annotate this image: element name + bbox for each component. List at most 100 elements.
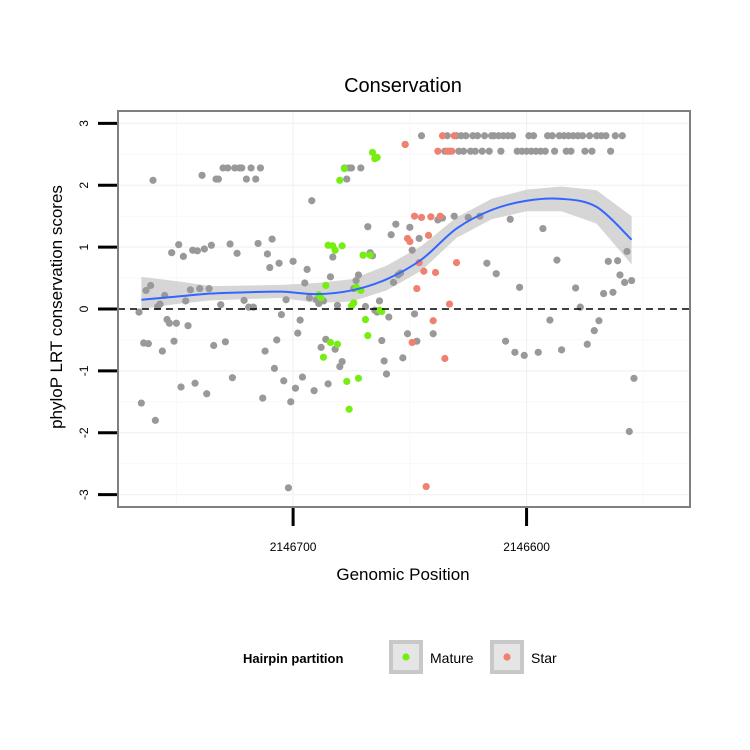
point-other [417,132,426,140]
point-star [431,268,440,277]
point-other [614,257,622,265]
point-other [144,340,152,348]
point-other [193,247,201,255]
point-other [191,379,199,387]
point-other [385,313,393,321]
point-other [175,241,183,249]
point-other [541,147,549,155]
point-other [217,301,225,309]
x-tick-label: 2146600 [503,540,550,554]
point-other [583,340,591,348]
point-other [520,351,528,360]
point-star [406,237,414,246]
point-other [625,427,633,436]
point-other [586,132,594,140]
point-other [338,357,346,366]
point-other [151,416,159,424]
point-other [389,278,398,286]
point-other [471,147,479,155]
point-other [310,387,318,395]
point-other [277,310,286,319]
point-other [406,223,414,231]
point-mature [373,153,381,162]
point-other [224,164,232,172]
y-tick-label: -2 [77,427,91,438]
chart-title: Conservation [344,75,462,97]
point-other [196,284,204,293]
legend-item-star: Star [490,640,557,674]
point-other [210,341,218,350]
point-other [256,164,265,172]
point-other [294,329,302,337]
point-other [529,132,538,140]
point-star [410,212,419,220]
point-other [497,147,505,155]
point-other [546,316,554,324]
x-axis: 2146700 2146600 [270,508,550,554]
legend-label-star: Star [531,650,557,666]
x-axis-label: Genomic Position [336,565,469,584]
point-mature [354,374,363,382]
point-other [135,308,143,316]
point-other [273,336,281,344]
legend-item-mature: Mature [389,640,474,674]
point-other [588,147,596,155]
point-other [557,346,566,354]
point-star [438,132,447,140]
point-other [184,322,192,330]
point-other [221,338,229,346]
point-other [462,132,470,140]
point-other [343,175,351,183]
point-other [616,271,624,279]
point-mature [343,377,351,385]
smooth-confidence-band [141,186,632,309]
confidence-band [141,186,632,309]
y-tick-label: 1 [77,243,91,250]
point-mature [366,251,374,259]
point-other [200,245,208,253]
point-mature [345,405,353,413]
point-mature [322,281,330,290]
point-mature [319,353,328,361]
point-other [550,147,559,155]
point-other [621,278,629,286]
point-other [282,296,290,304]
y-tick-label: -1 [77,365,91,376]
point-other [242,175,251,183]
point-other [205,284,213,293]
point-other [581,147,589,155]
y-axis-label: phyloP LRT conservation scores [47,185,66,429]
point-other [289,257,297,265]
point-other [380,357,388,365]
smooth-trend [141,197,633,301]
point-other [158,347,166,355]
point-other [261,347,269,355]
point-other [228,374,236,382]
point-other [501,337,510,345]
y-tick-label: -3 [77,489,91,500]
point-other [539,224,547,233]
point-mature [350,299,358,307]
point-mature [368,148,377,157]
point-other [259,394,267,402]
point-other [275,259,283,267]
legend-swatch-star [503,653,511,661]
point-other [298,373,307,381]
point-other [492,270,500,278]
point-other [572,284,580,292]
point-other [147,281,155,290]
point-mature [333,340,342,348]
y-tick-label: 3 [77,120,91,127]
point-other [170,337,178,345]
point-other [268,235,276,243]
legend-swatch-mature [402,653,410,661]
point-other [214,175,222,183]
y-tick-label: 0 [77,305,91,312]
point-other [333,301,342,309]
point-other [354,271,363,279]
point-other [308,197,316,205]
plot-border [117,110,691,508]
point-other [240,296,248,304]
point-other [548,132,556,140]
legend-label-mature: Mature [430,650,474,666]
